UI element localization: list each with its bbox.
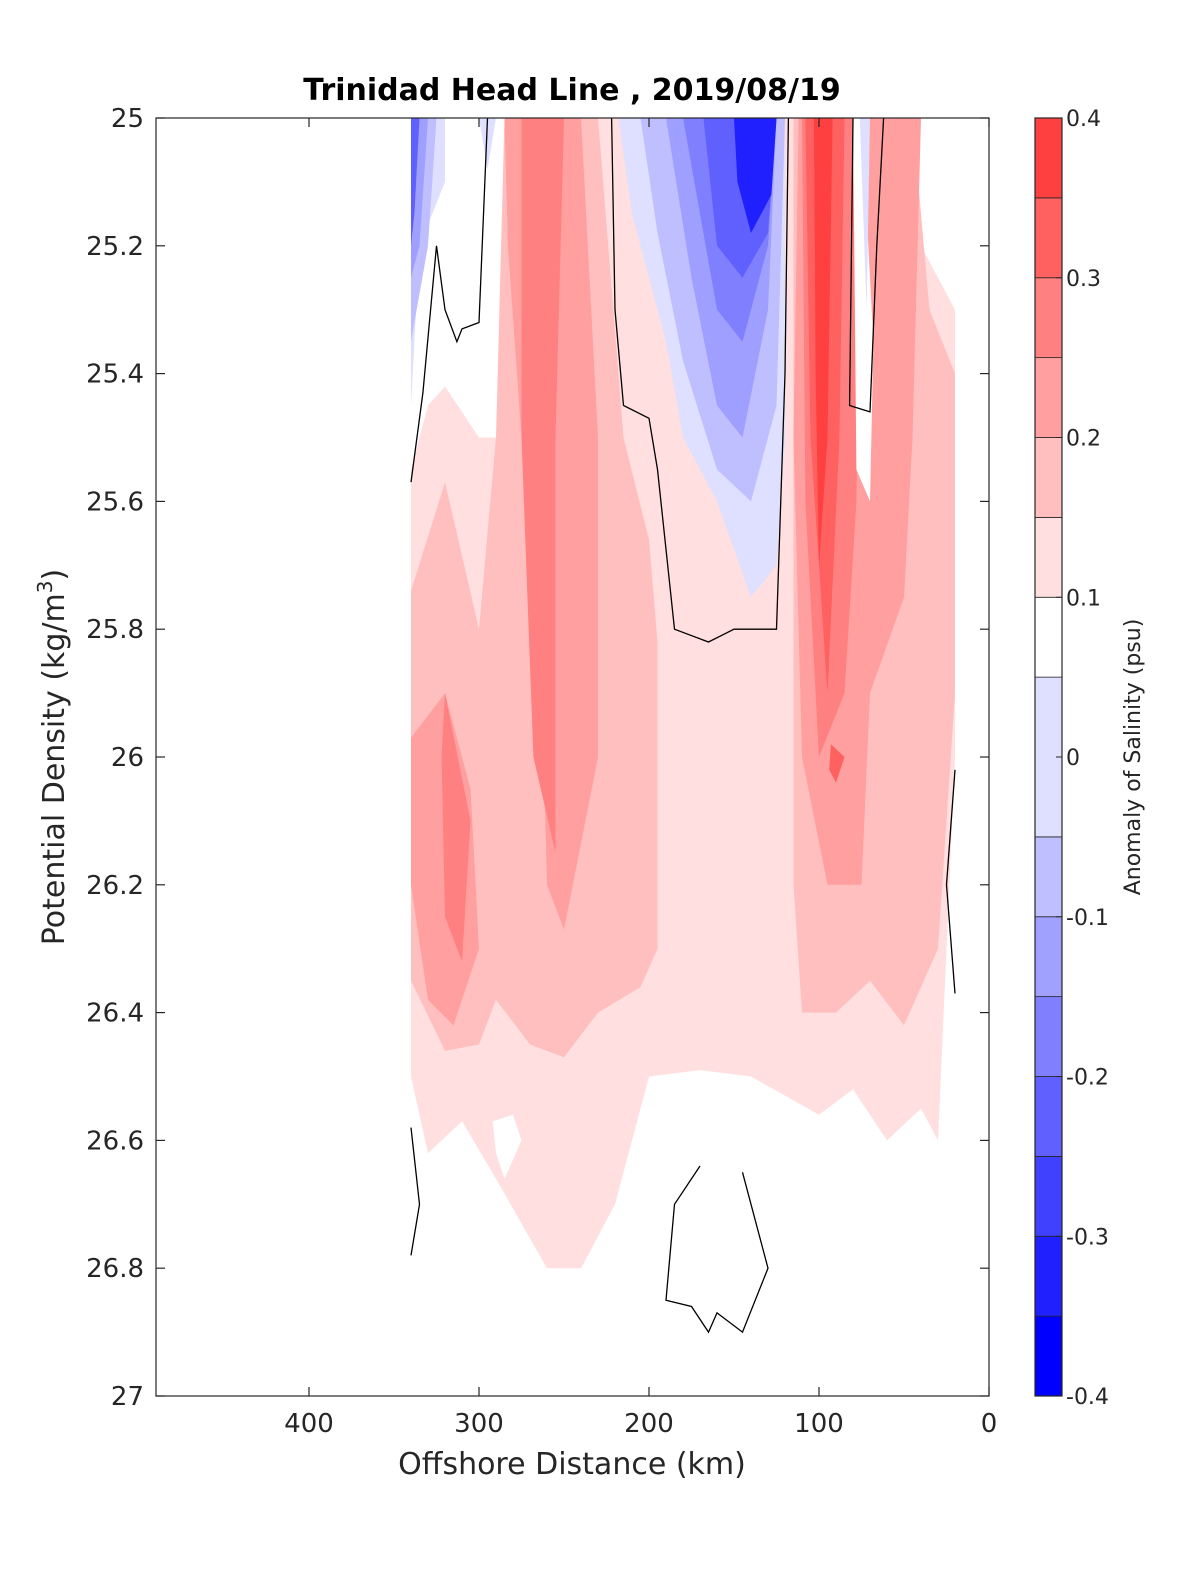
contour-region-16	[479, 118, 496, 170]
colorbar-tick-label: 0	[1066, 746, 1080, 771]
colorbar-block	[1034, 836, 1063, 918]
colorbar-tick-label: -0.4	[1066, 1385, 1109, 1410]
y-tick-label: 25.8	[86, 615, 144, 645]
y-axis-label-superscript: 3	[33, 580, 57, 593]
contour-fill-layer	[411, 118, 955, 1269]
y-tick-label: 25.2	[86, 232, 144, 262]
contour-region-11	[829, 744, 845, 783]
chart-title: Trinidad Head Line , 2019/08/19	[303, 73, 840, 108]
colorbar-ticks: -0.4 -0.3 -0.2 -0.1 0 0.1 0.2 0.3 0.4	[1056, 107, 1109, 1410]
contour-region-7	[521, 118, 564, 853]
x-axis: 400 300 200 100 0	[284, 118, 997, 1439]
y-axis: 25 25.2 25.4 25.6 25.8 26 26.2 26.4 26.6 26.8 27	[86, 104, 989, 1412]
colorbar-block	[1034, 596, 1063, 678]
plot-area: 400 300 200 100 0 25 25.2 25.4 25.6 25.8 26 26.2 26…	[86, 104, 997, 1439]
zero-contour-line-2	[848, 117, 885, 413]
zero-contour-line-3	[410, 1127, 421, 1256]
contour-region-10	[813, 118, 833, 566]
colorbar: -0.4 -0.3 -0.2 -0.1 0 0.1 0.2 0.3 0.4 Anomaly of…	[1034, 107, 1146, 1410]
y-tick-label: 25.4	[86, 360, 144, 390]
contour-region-22	[734, 118, 777, 233]
contour-region-23	[492, 1114, 522, 1179]
colorbar-block	[1034, 996, 1063, 1077]
colorbar-block	[1034, 1315, 1063, 1397]
zero-contour-line-0	[410, 117, 489, 483]
colorbar-block	[1034, 197, 1063, 279]
x-tick-label: 200	[624, 1409, 674, 1439]
y-tick-label: 26.8	[86, 1254, 144, 1284]
y-tick-label: 26	[111, 743, 144, 773]
y-tick-label: 25.6	[86, 487, 144, 517]
colorbar-block	[1034, 357, 1063, 438]
contour-region-15	[411, 118, 420, 246]
x-tick-label: 300	[454, 1409, 504, 1439]
colorbar-tick-label: -0.2	[1066, 1066, 1109, 1091]
x-tick-label: 0	[981, 1409, 998, 1439]
y-axis-label-tail: )	[37, 569, 72, 581]
y-tick-label: 27	[111, 1382, 144, 1412]
colorbar-tick-label: 0.3	[1066, 267, 1101, 292]
y-axis-label: Potential Density (kg/m3)	[33, 569, 72, 945]
colorbar-block	[1034, 516, 1063, 598]
x-tick-label: 400	[284, 1409, 334, 1439]
colorbar-tick-label: 0.1	[1066, 586, 1101, 611]
colorbar-block	[1034, 1235, 1063, 1317]
y-tick-label: 26.6	[86, 1126, 144, 1156]
colorbar-label: Anomaly of Salinity (psu)	[1121, 619, 1146, 896]
contour-line-layer	[410, 117, 956, 1334]
colorbar-tick-label: 0.2	[1066, 427, 1101, 452]
colorbar-block	[1034, 1155, 1063, 1237]
y-tick-label: 25	[111, 104, 144, 134]
contour-region-24	[827, 118, 874, 502]
colorbar-block	[1034, 916, 1063, 998]
y-tick-label: 26.2	[86, 871, 144, 901]
y-axis-label-main: Potential Density (kg/m	[37, 593, 72, 945]
x-tick-label: 100	[794, 1409, 844, 1439]
contour-region-25	[859, 118, 870, 310]
colorbar-block	[1034, 437, 1063, 518]
zero-contour-line-1	[610, 117, 790, 643]
colorbar-block	[1034, 1076, 1063, 1157]
x-axis-label: Offshore Distance (km)	[398, 1447, 746, 1482]
colorbar-block	[1034, 117, 1063, 199]
colorbar-tick-label: -0.3	[1066, 1225, 1109, 1250]
contour-region-6	[441, 693, 471, 962]
colorbar-block	[1034, 277, 1063, 359]
colorbar-tick-label: -0.1	[1066, 906, 1109, 931]
zero-contour-line-5	[945, 769, 956, 994]
y-tick-label: 26.4	[86, 999, 144, 1029]
zero-contour-line-4	[665, 1165, 769, 1334]
colorbar-tick-label: 0.4	[1066, 107, 1101, 132]
